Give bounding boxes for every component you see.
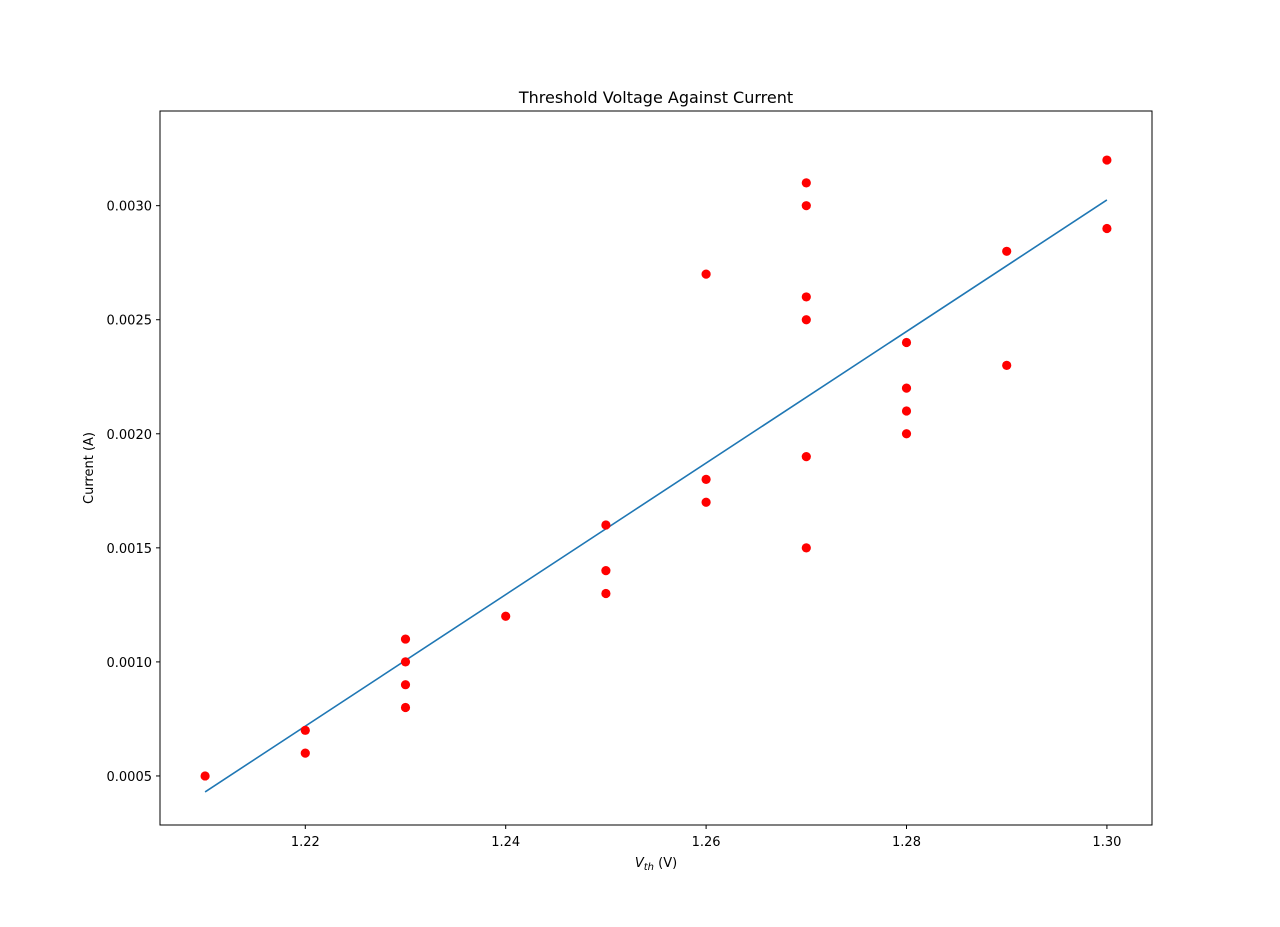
axes: 1.22 1.24 1.26 1.28 1.30 0.0005 0.0010 0.0015 0.…	[107, 110, 1153, 850]
data-point	[601, 566, 611, 576]
x-axis-label-symbol: V	[635, 856, 645, 871]
x-tick-label: 1.28	[892, 835, 921, 850]
data-point	[801, 178, 811, 188]
data-point	[200, 771, 210, 781]
y-tick-label: 0.0010	[107, 656, 153, 671]
x-axis-label-unit: (V)	[654, 856, 677, 871]
data-point	[901, 383, 912, 393]
plot-area	[200, 155, 1112, 793]
data-point	[901, 429, 912, 439]
x-tick-label: 1.22	[291, 835, 320, 850]
y-tick-label: 0.0005	[107, 770, 153, 785]
data-point	[801, 292, 811, 302]
data-point	[300, 725, 310, 735]
axes-frame	[159, 110, 1153, 826]
data-point	[901, 337, 912, 348]
x-axis-label-subscript: th	[644, 862, 654, 873]
data-point	[801, 315, 811, 325]
data-point	[701, 497, 711, 507]
x-tick-label: 1.30	[1092, 835, 1121, 850]
data-point	[400, 657, 411, 667]
data-point	[1002, 246, 1012, 256]
x-tick-label: 1.26	[692, 835, 721, 850]
data-point	[801, 201, 811, 211]
data-point	[1102, 155, 1112, 165]
data-point	[701, 269, 711, 279]
chart-title: Threshold Voltage Against Current	[518, 88, 793, 107]
data-point	[601, 588, 611, 599]
data-point	[501, 611, 511, 621]
y-tick-label: 0.0030	[107, 200, 153, 215]
data-point	[901, 406, 912, 416]
fit-line	[204, 199, 1108, 793]
data-point	[400, 702, 411, 713]
data-point	[1002, 360, 1012, 370]
data-point	[801, 543, 811, 553]
data-point	[300, 748, 310, 758]
y-tick-label: 0.0020	[107, 428, 153, 443]
y-axis-label: Current (A)	[82, 432, 97, 504]
x-axis-label: Vth (V)	[635, 856, 677, 873]
y-tick-label: 0.0025	[107, 314, 153, 329]
data-point	[400, 634, 411, 644]
x-tick-label: 1.24	[491, 835, 520, 850]
data-point	[801, 451, 811, 462]
data-point	[701, 474, 711, 485]
y-tick-label: 0.0015	[107, 542, 153, 557]
data-point	[400, 680, 411, 690]
data-point	[601, 520, 611, 530]
data-point	[1102, 223, 1112, 234]
